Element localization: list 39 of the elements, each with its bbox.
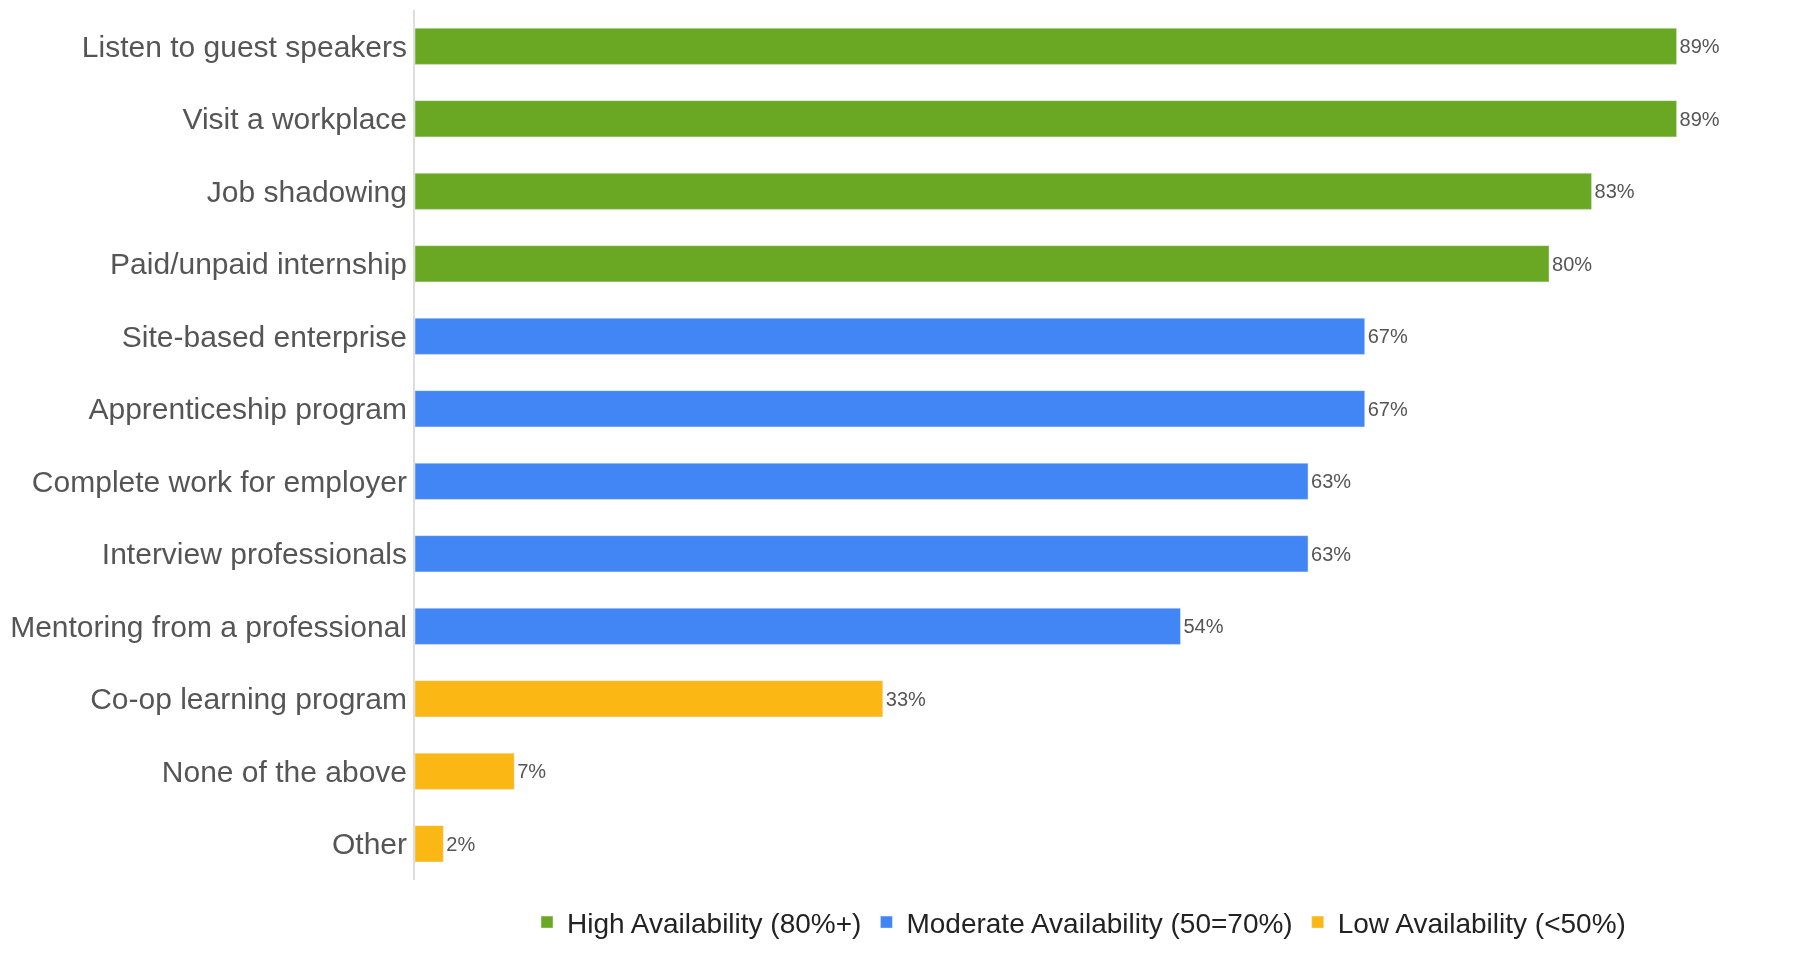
bar (415, 535, 1309, 573)
data-label: 63% (1311, 470, 1352, 493)
y-tick-label: None of the above (161, 754, 407, 788)
data-label: 7% (517, 760, 547, 783)
data-label: 33% (885, 687, 927, 710)
y-tick-label: Paid/unpaid internship (110, 247, 407, 281)
data-label: 54% (1183, 615, 1224, 638)
legend-label: High Availability (80%+) (567, 908, 862, 940)
bar (415, 390, 1365, 428)
legend-label: Moderate Availability (50=70%) (906, 908, 1293, 940)
bar (415, 245, 1550, 283)
bar (415, 100, 1677, 138)
bar (415, 607, 1181, 645)
y-tick-label: Listen to guest speakers (81, 29, 407, 63)
y-tick-label: Site-based enterprise (121, 319, 407, 353)
bar (415, 462, 1309, 500)
data-label: 80% (1552, 252, 1593, 275)
y-tick-label: Apprenticeship program (88, 392, 407, 426)
y-tick-label: Mentoring from a professional (10, 609, 407, 643)
bar (415, 825, 444, 863)
y-tick-label: Co-op learning program (90, 682, 407, 716)
y-tick-label: Interview professionals (101, 537, 407, 571)
y-tick-label: Visit a workplace (182, 102, 407, 136)
y-tick-label: Job shadowing (206, 174, 407, 208)
bar (415, 27, 1677, 65)
data-label: 2% (446, 832, 476, 855)
data-label: 63% (1311, 542, 1352, 565)
data-label: 67% (1367, 325, 1408, 348)
y-tick-label: Complete work for employer (31, 464, 407, 498)
data-label: 67% (1367, 397, 1408, 420)
y-tick-label: Other (331, 827, 408, 861)
legend-label: Low Availability (<50%) (1337, 908, 1626, 940)
data-label: 89% (1679, 35, 1720, 58)
bar (415, 752, 515, 790)
data-label: 89% (1679, 107, 1720, 130)
data-label: 83% (1594, 180, 1635, 203)
bar (415, 680, 884, 718)
bar (415, 172, 1592, 210)
bar (415, 317, 1365, 355)
